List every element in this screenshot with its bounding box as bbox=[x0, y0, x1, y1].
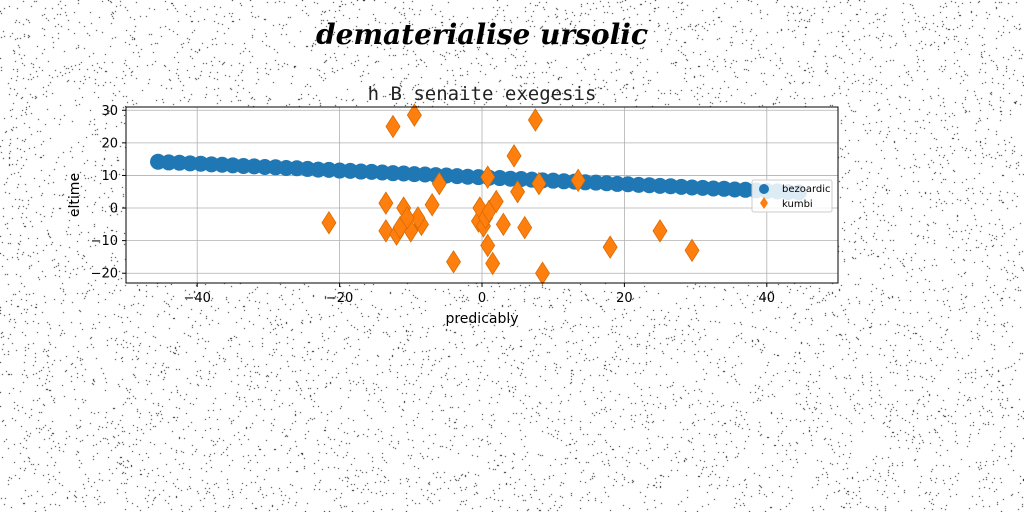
data-point bbox=[480, 165, 496, 189]
data-point bbox=[424, 193, 440, 217]
data-point bbox=[535, 261, 550, 285]
data-point bbox=[531, 171, 547, 196]
data-point bbox=[378, 219, 394, 243]
x-axis-label: predicably bbox=[445, 311, 518, 327]
data-point bbox=[517, 215, 533, 240]
data-point bbox=[570, 168, 586, 193]
y-tick-label: −10 bbox=[91, 234, 118, 249]
data-point bbox=[495, 212, 511, 237]
y-tick-label: 20 bbox=[101, 136, 118, 151]
x-tick-label: 20 bbox=[616, 291, 633, 306]
legend-label-bezoardic: bezoardic bbox=[782, 184, 831, 195]
data-point bbox=[480, 233, 496, 258]
legend-label-kumbi: kumbi bbox=[782, 199, 813, 210]
legend-box bbox=[751, 179, 833, 213]
data-point bbox=[321, 210, 337, 235]
data-point bbox=[378, 191, 394, 215]
data-point bbox=[406, 103, 422, 127]
legend: bezoardic kumbi bbox=[751, 179, 833, 213]
data-point bbox=[652, 219, 668, 243]
chart-title: h B senaite exegesis bbox=[368, 83, 597, 105]
data-point bbox=[410, 206, 426, 230]
y-tick-label: 30 bbox=[101, 104, 118, 119]
y-axis-label: eltime bbox=[67, 173, 83, 217]
data-point bbox=[506, 144, 522, 168]
x-tick-label: 0 bbox=[478, 291, 486, 306]
axis-ticks: −40 −20 0 20 40 −20 −10 0 10 20 30 bbox=[91, 104, 776, 306]
data-point bbox=[385, 114, 401, 139]
series-kumbi bbox=[321, 103, 700, 285]
y-tick-label: −20 bbox=[91, 267, 118, 282]
figure-suptitle: dematerialise ursolic bbox=[316, 18, 648, 51]
y-tick-label: 0 bbox=[110, 202, 118, 217]
legend-marker-bezoardic bbox=[759, 184, 769, 194]
data-point bbox=[485, 251, 501, 276]
x-tick-label: −20 bbox=[326, 291, 353, 306]
legend-marker-kumbi bbox=[760, 197, 768, 209]
data-point bbox=[602, 235, 618, 259]
data-point bbox=[684, 238, 700, 263]
data-point bbox=[431, 171, 447, 196]
x-tick-label: −40 bbox=[183, 291, 210, 306]
data-point bbox=[399, 206, 415, 230]
data-point bbox=[488, 189, 504, 214]
data-point bbox=[446, 250, 461, 274]
x-tick-label: 40 bbox=[759, 291, 776, 306]
data-point bbox=[510, 179, 526, 204]
y-tick-label: 10 bbox=[101, 169, 118, 184]
data-point bbox=[527, 108, 543, 132]
